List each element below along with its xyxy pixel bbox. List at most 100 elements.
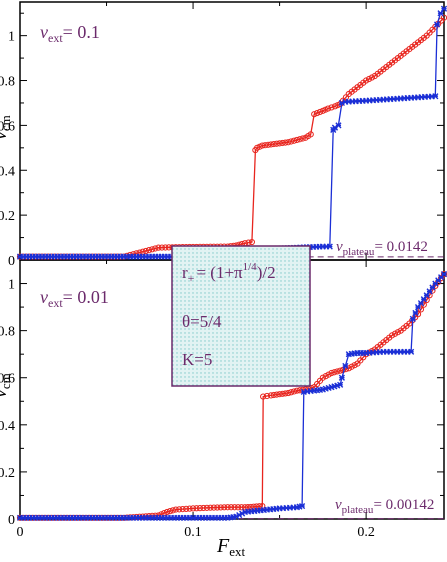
y-tick-label: 1: [8, 278, 15, 293]
blue-cross-marker: [426, 288, 433, 295]
red-circle-marker: [316, 108, 324, 116]
red-series-line: [20, 17, 445, 258]
plateau-lines: [227, 256, 444, 520]
param-theta: θ=5/4: [182, 312, 222, 331]
blue-cross-marker: [298, 502, 306, 510]
bottom-vext-annotation: vext= 0.01: [40, 287, 109, 310]
y-tick-label: 0.8: [0, 75, 15, 90]
red-circle-marker: [260, 393, 267, 400]
blue-cross-marker: [335, 122, 342, 129]
y-tick-label: 0.2: [0, 466, 15, 481]
red-circle-marker: [231, 504, 238, 511]
y-tick-label: 0: [8, 513, 15, 528]
red-circle-marker: [214, 504, 221, 511]
red-circle-marker: [267, 392, 275, 399]
red-circle-marker: [267, 141, 275, 148]
red-circle-marker: [264, 141, 272, 148]
blue-cross-marker: [440, 271, 447, 278]
red-circle-marker: [324, 105, 332, 112]
blue-cross-marker: [409, 315, 416, 322]
red-circle-marker: [224, 504, 231, 511]
y-tick-label: 1: [8, 30, 15, 45]
red-circle-marker: [288, 138, 295, 145]
red-circle-marker: [290, 137, 298, 144]
blue-series-line: [20, 8, 445, 258]
red-circle-marker: [207, 504, 214, 511]
y-tick-label: 0: [8, 254, 15, 269]
red-circle-marker: [142, 247, 149, 255]
x-tick-label: 0.2: [357, 525, 375, 540]
red-circle-marker: [210, 504, 217, 511]
blue-cross-marker: [423, 292, 430, 299]
blue-cross-marker: [337, 381, 344, 388]
red-circle-marker: [288, 389, 295, 396]
red-circle-marker: [296, 136, 303, 143]
red-circle-marker: [183, 505, 190, 512]
red-circle-marker: [328, 104, 335, 111]
red-circle-marker: [166, 508, 174, 515]
red-circle-marker: [285, 139, 292, 146]
blue-cross-marker: [437, 10, 444, 17]
y-tick-label: 0.8: [0, 325, 15, 340]
blue-cross-marker: [338, 374, 345, 381]
top-plateau-annotation: vplateau= 0.0142: [336, 239, 428, 258]
top-vext-annotation: vext= 0.1: [40, 22, 100, 45]
red-circle-marker: [263, 392, 271, 400]
red-circle-marker: [337, 367, 344, 374]
red-circle-marker: [262, 142, 269, 149]
blue-cross-marker: [433, 21, 441, 28]
red-circle-marker: [279, 139, 286, 147]
red-circle-marker: [293, 136, 300, 144]
red-circle-marker: [217, 504, 224, 511]
red-circle-marker: [276, 140, 283, 147]
red-circle-marker: [285, 389, 292, 397]
red-circle-marker: [145, 247, 153, 254]
red-circle-marker: [186, 505, 193, 512]
red-circle-marker: [179, 506, 186, 513]
red-circle-marker: [311, 111, 318, 118]
y-axis-label-top: vcm: [0, 115, 13, 140]
red-circle-marker: [139, 248, 146, 255]
red-circle-marker: [438, 274, 445, 282]
red-circle-marker: [328, 369, 335, 377]
blue-cross-marker: [412, 309, 419, 317]
red-circle-marker: [270, 391, 277, 399]
red-circle-marker: [307, 131, 314, 138]
red-circle-marker: [270, 140, 277, 148]
y-tick-label: 0.2: [0, 209, 15, 224]
red-circle-marker: [273, 140, 280, 147]
blue-cross-marker: [432, 93, 439, 100]
red-circle-marker: [203, 504, 211, 511]
red-circle-marker: [276, 391, 283, 398]
red-circle-marker: [420, 301, 427, 308]
y-tick-label: 0.6: [0, 119, 15, 134]
red-circle-marker: [221, 504, 228, 511]
red-circle-marker: [155, 244, 162, 251]
y-axis-label-bottom: vcm: [0, 373, 13, 398]
param-r: r+ = (1+π1/4)/2: [182, 261, 276, 285]
x-tick-label: 0.1: [184, 525, 202, 540]
red-circle-marker: [196, 505, 204, 512]
blue-cross-marker: [414, 303, 422, 311]
red-circle-marker: [248, 238, 256, 246]
red-circle-marker: [152, 245, 159, 252]
red-circle-marker: [136, 249, 143, 256]
red-circle-marker: [189, 505, 197, 512]
red-circle-marker: [282, 390, 289, 397]
red-circle-marker: [164, 508, 171, 516]
red-circle-marker: [238, 504, 245, 511]
blue-cross-marker: [429, 284, 436, 291]
blue-cross-marker: [440, 5, 447, 12]
blue-cross-marker: [420, 296, 427, 303]
red-circle-marker: [331, 369, 338, 376]
red-circle-marker: [158, 244, 166, 251]
red-circle-marker: [293, 387, 300, 394]
y-tick-label: 0.4: [0, 419, 15, 434]
red-circle-marker: [313, 109, 321, 117]
x-tick-label: 0: [17, 525, 24, 540]
red-circle-marker: [273, 391, 280, 398]
y-tick-label: 0.6: [0, 372, 15, 387]
blue-cross-marker: [417, 300, 425, 307]
red-circle-marker: [169, 507, 176, 514]
